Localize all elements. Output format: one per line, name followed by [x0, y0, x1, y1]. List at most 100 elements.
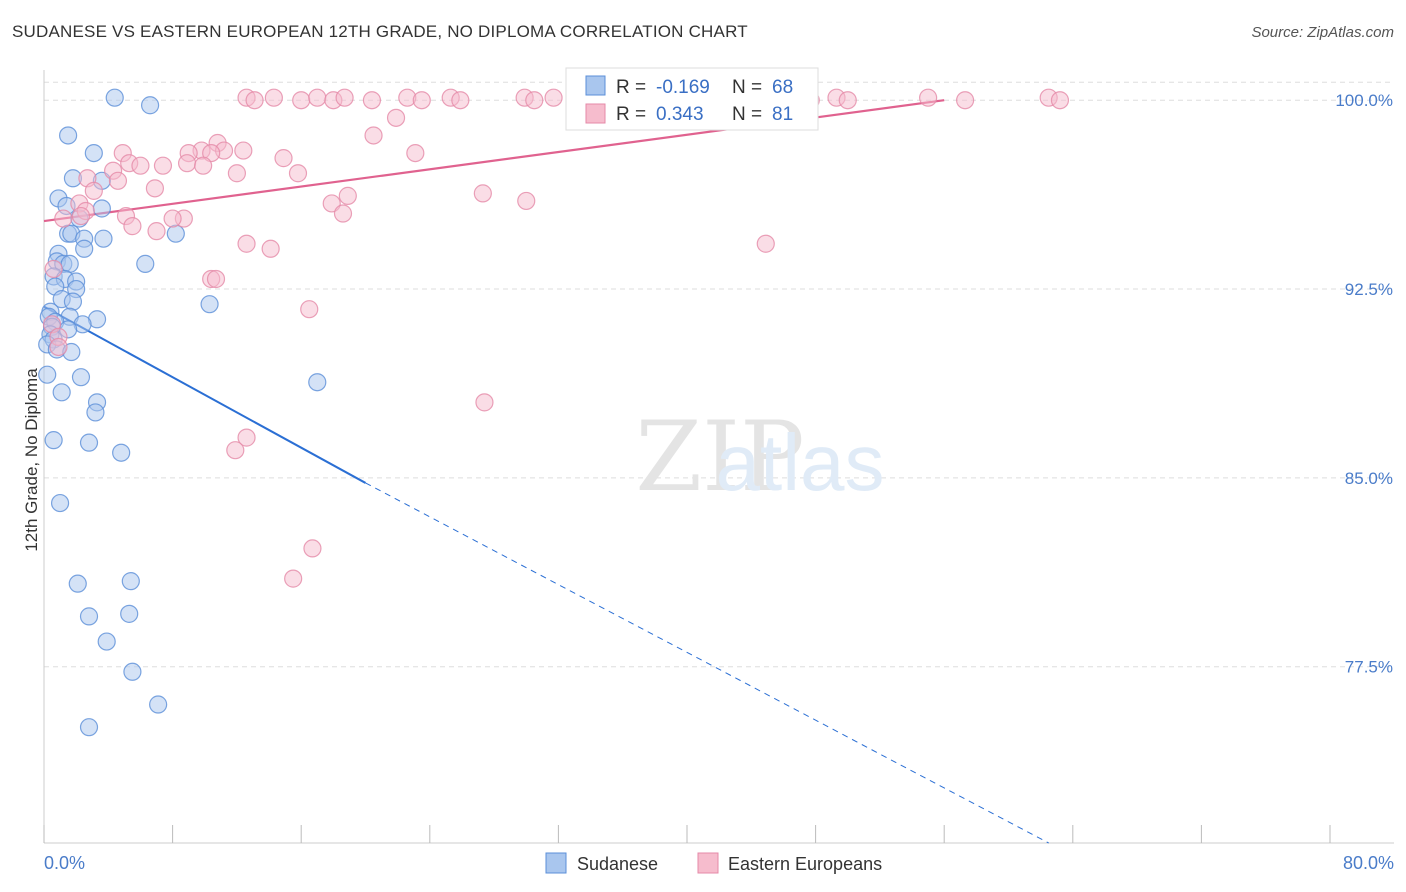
- sudanese-point: [79, 718, 99, 737]
- sudanese-point: [79, 607, 99, 626]
- eastern-european-point: [237, 234, 256, 253]
- series-legend-label-eastern-europeans: Eastern Europeans: [728, 854, 882, 874]
- eastern-european-point: [274, 149, 293, 168]
- eastern-european-point: [451, 91, 470, 110]
- eastern-european-point: [473, 184, 492, 203]
- sudanese-trend-line: [43, 305, 366, 484]
- grid-layer: [44, 81, 1394, 668]
- sudanese-point: [84, 143, 103, 163]
- chart-title: SUDANESE VS EASTERN EUROPEAN 12TH GRADE,…: [12, 22, 748, 41]
- eastern-european-point: [227, 164, 246, 183]
- sudanese-point: [308, 373, 327, 392]
- y-tick-label: 100.0%: [1335, 91, 1393, 110]
- stats-legend: R = -0.169 N = 68 R = 0.343 N = 81: [565, 67, 819, 131]
- eastern-european-point: [525, 91, 544, 110]
- legend-n-label-1: N =: [732, 77, 762, 98]
- legend-swatch-eastern-europeans: [585, 103, 606, 124]
- trend-layer: [43, 99, 1049, 844]
- eastern-european-point: [123, 217, 142, 236]
- eastern-european-point: [237, 428, 256, 447]
- eastern-european-point: [163, 209, 182, 228]
- eastern-european-point: [71, 206, 91, 226]
- series-legend-swatch-eastern-europeans: [697, 852, 719, 874]
- sudanese-point: [136, 254, 155, 273]
- sudanese-point: [105, 88, 124, 107]
- axis-layer: 100.0% 92.5% 85.0% 77.5% 0.0% 80.0%: [43, 70, 1394, 873]
- sudanese-point: [121, 572, 140, 591]
- eastern-european-point: [517, 191, 536, 211]
- sudanese-point: [63, 292, 83, 311]
- eastern-european-point: [300, 300, 319, 319]
- eastern-european-point: [303, 539, 322, 558]
- eastern-european-point: [206, 269, 226, 289]
- series-legend-swatch-sudanese: [545, 852, 567, 874]
- sudanese-point: [71, 368, 91, 387]
- eastern-european-point: [955, 91, 975, 110]
- eastern-european-point: [292, 91, 311, 110]
- sudanese-point: [92, 199, 111, 218]
- sudanese-point: [68, 574, 87, 593]
- eastern-european-point: [322, 194, 341, 213]
- sudanese-point: [149, 695, 168, 714]
- legend-n-value-1: 68: [772, 77, 793, 98]
- eastern-european-point: [108, 171, 128, 190]
- points-layer: [38, 88, 1070, 737]
- y-axis-title: 12th Grade, No Diploma: [22, 368, 41, 552]
- y-tick-label: 77.5%: [1345, 658, 1393, 677]
- legend-n-value-2: 81: [772, 104, 793, 125]
- eastern-european-point: [1050, 91, 1070, 110]
- watermark-zip: ZIP: [635, 401, 804, 513]
- eastern-european-point: [338, 186, 357, 205]
- eastern-european-point: [131, 156, 150, 175]
- eastern-european-point: [145, 179, 165, 198]
- sudanese-point: [120, 604, 139, 623]
- eastern-european-point: [756, 234, 775, 253]
- eastern-european-point: [264, 88, 283, 107]
- sudanese-point: [86, 403, 105, 422]
- series-legend: Sudanese Eastern Europeans: [545, 852, 882, 874]
- eastern-european-point: [333, 204, 353, 223]
- eastern-european-point: [284, 569, 303, 588]
- legend-n-label-2: N =: [732, 104, 762, 125]
- sudanese-point: [97, 632, 116, 651]
- eastern-european-point: [308, 88, 327, 107]
- legend-r-value-2: 0.343: [656, 104, 704, 125]
- eastern-european-point: [475, 393, 494, 412]
- sudanese-point: [38, 365, 57, 384]
- sudanese-point: [123, 662, 142, 681]
- sudanese-point: [52, 383, 71, 402]
- sudanese-point: [166, 224, 185, 243]
- eastern-european-point: [335, 88, 354, 107]
- sudanese-point: [79, 433, 99, 452]
- eastern-european-point: [838, 91, 857, 110]
- eastern-european-point: [44, 259, 63, 279]
- sudanese-point: [94, 229, 113, 248]
- eastern-european-point: [234, 141, 253, 160]
- eastern-european-point: [84, 181, 103, 200]
- eastern-european-point: [544, 88, 563, 107]
- sudanese-point: [60, 254, 79, 273]
- eastern-european-point: [226, 441, 245, 460]
- legend-r-value-1: -0.169: [656, 77, 710, 98]
- x-tick-label-min: 0.0%: [44, 853, 85, 873]
- eastern-european-point: [49, 337, 68, 357]
- legend-r-label-1: R =: [616, 77, 646, 98]
- eastern-european-point: [153, 156, 173, 175]
- sudanese-point: [75, 239, 94, 258]
- y-tick-label: 85.0%: [1345, 469, 1393, 488]
- sudanese-point: [112, 443, 131, 462]
- y-tick-label: 92.5%: [1345, 280, 1393, 299]
- sudanese-point: [200, 295, 219, 314]
- watermark-atlas: atlas: [716, 418, 885, 507]
- eastern-european-point: [54, 209, 73, 228]
- legend-r-label-2: R =: [616, 104, 646, 125]
- sudanese-point: [44, 431, 63, 450]
- chart-source: Source: ZipAtlas.com: [1251, 24, 1394, 41]
- sudanese-point: [59, 126, 78, 145]
- eastern-european-point: [412, 91, 431, 110]
- sudanese-point: [140, 96, 160, 115]
- x-tick-label-max: 80.0%: [1343, 853, 1394, 873]
- eastern-european-point: [406, 143, 425, 163]
- stats-legend-box: [565, 67, 819, 131]
